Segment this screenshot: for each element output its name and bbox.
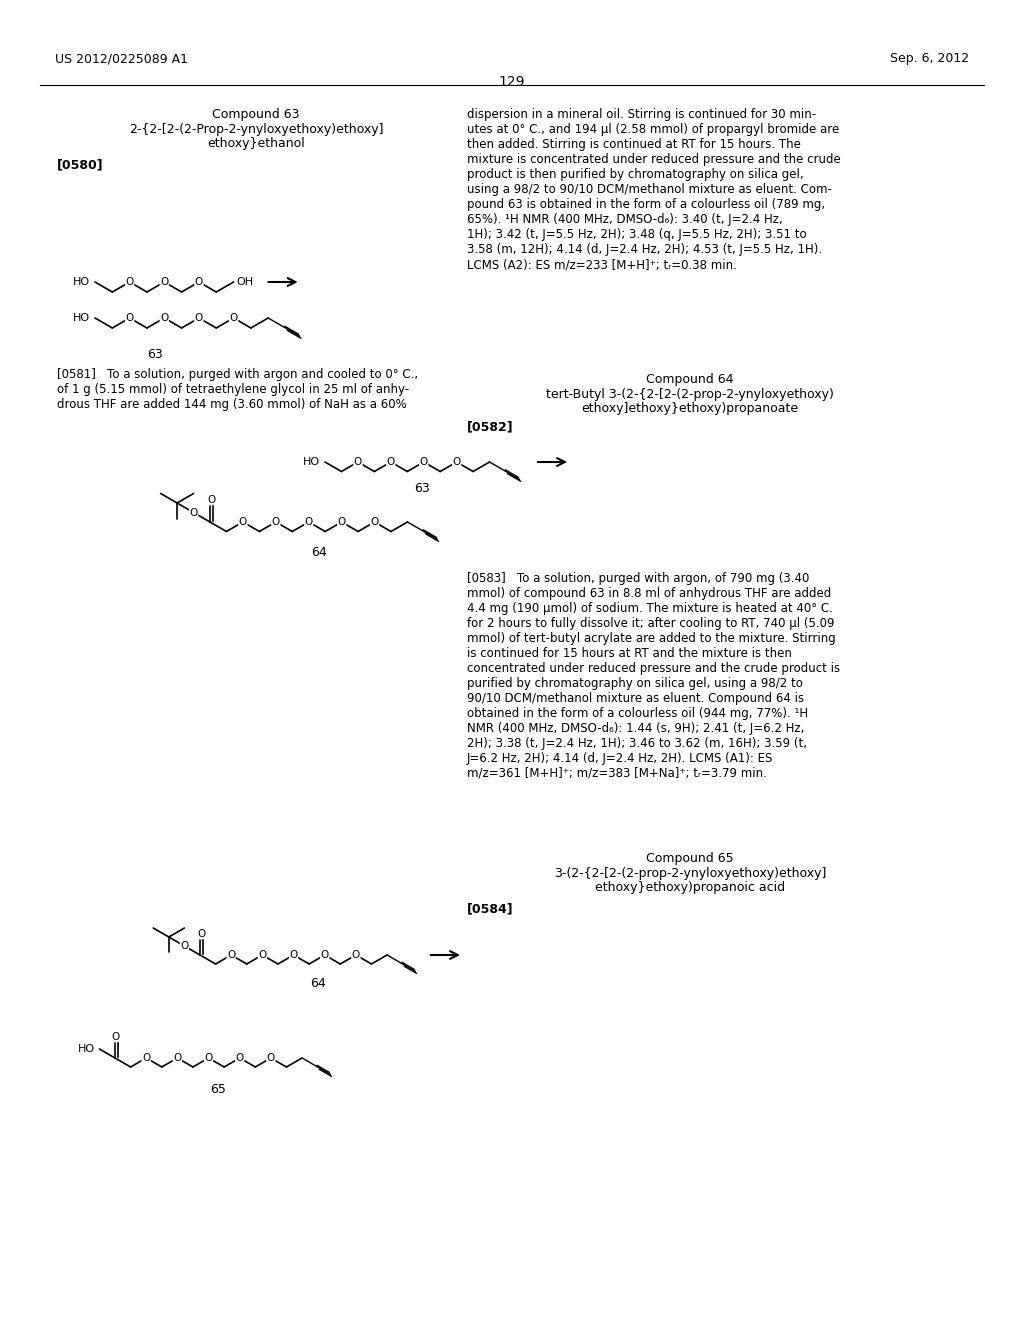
Text: O: O <box>229 313 238 323</box>
Text: O: O <box>338 517 346 527</box>
Text: O: O <box>126 277 134 286</box>
Text: O: O <box>304 517 313 527</box>
Text: O: O <box>195 277 203 286</box>
Text: 64: 64 <box>311 546 327 558</box>
Text: O: O <box>195 313 203 323</box>
Text: O: O <box>387 457 395 467</box>
Text: O: O <box>290 950 298 960</box>
Text: O: O <box>371 517 379 527</box>
Text: O: O <box>112 1032 120 1041</box>
Text: O: O <box>352 950 360 960</box>
Text: 3-(2-{2-[2-(2-prop-2-ynyloxyethoxy)ethoxy]: 3-(2-{2-[2-(2-prop-2-ynyloxyethoxy)ethox… <box>554 867 826 880</box>
Text: O: O <box>142 1053 151 1063</box>
Text: 63: 63 <box>415 482 430 495</box>
Text: O: O <box>271 517 280 527</box>
Text: OH: OH <box>237 277 254 286</box>
Text: O: O <box>180 941 188 950</box>
Text: [0584]: [0584] <box>467 902 514 915</box>
Text: O: O <box>160 313 168 323</box>
Text: dispersion in a mineral oil. Stirring is continued for 30 min-
utes at 0° C., an: dispersion in a mineral oil. Stirring is… <box>467 108 841 271</box>
Text: [0580]: [0580] <box>57 158 103 172</box>
Text: O: O <box>267 1053 275 1063</box>
Text: O: O <box>227 950 236 960</box>
Text: O: O <box>236 1053 244 1063</box>
Text: O: O <box>420 457 428 467</box>
Text: O: O <box>353 457 362 467</box>
Text: O: O <box>321 950 329 960</box>
Text: ethoxy}ethanol: ethoxy}ethanol <box>207 137 305 150</box>
Text: HO: HO <box>73 313 90 323</box>
Text: O: O <box>126 313 134 323</box>
Text: ethoxy}ethoxy)propanoic acid: ethoxy}ethoxy)propanoic acid <box>595 880 785 894</box>
Text: O: O <box>239 517 247 527</box>
Text: HO: HO <box>73 277 90 286</box>
Text: Sep. 6, 2012: Sep. 6, 2012 <box>890 51 969 65</box>
Text: US 2012/0225089 A1: US 2012/0225089 A1 <box>55 51 188 65</box>
Text: [0581]   To a solution, purged with argon and cooled to 0° C.,
of 1 g (5.15 mmol: [0581] To a solution, purged with argon … <box>57 368 418 411</box>
Text: O: O <box>189 507 198 517</box>
Text: O: O <box>160 277 168 286</box>
Text: 64: 64 <box>310 977 326 990</box>
Text: O: O <box>207 495 215 504</box>
Text: 2-{2-[2-(2-Prop-2-ynyloxyethoxy)ethoxy]: 2-{2-[2-(2-Prop-2-ynyloxyethoxy)ethoxy] <box>129 123 383 136</box>
Text: 65: 65 <box>211 1082 226 1096</box>
Text: Compound 65: Compound 65 <box>646 851 734 865</box>
Text: O: O <box>453 457 461 467</box>
Text: [0582]: [0582] <box>467 420 514 433</box>
Text: O: O <box>205 1053 213 1063</box>
Text: O: O <box>258 950 266 960</box>
Text: HO: HO <box>78 1044 95 1053</box>
Text: tert-Butyl 3-(2-{2-[2-(2-prop-2-ynyloxyethoxy): tert-Butyl 3-(2-{2-[2-(2-prop-2-ynyloxye… <box>546 388 834 401</box>
Text: 129: 129 <box>499 75 525 88</box>
Text: Compound 63: Compound 63 <box>212 108 300 121</box>
Text: O: O <box>197 929 205 939</box>
Text: HO: HO <box>303 457 319 467</box>
Text: 63: 63 <box>147 348 163 360</box>
Text: ethoxy]ethoxy}ethoxy)propanoate: ethoxy]ethoxy}ethoxy)propanoate <box>582 403 799 414</box>
Text: O: O <box>173 1053 181 1063</box>
Text: Compound 64: Compound 64 <box>646 374 734 385</box>
Text: [0583]   To a solution, purged with argon, of 790 mg (3.40
mmol) of compound 63 : [0583] To a solution, purged with argon,… <box>467 572 840 780</box>
